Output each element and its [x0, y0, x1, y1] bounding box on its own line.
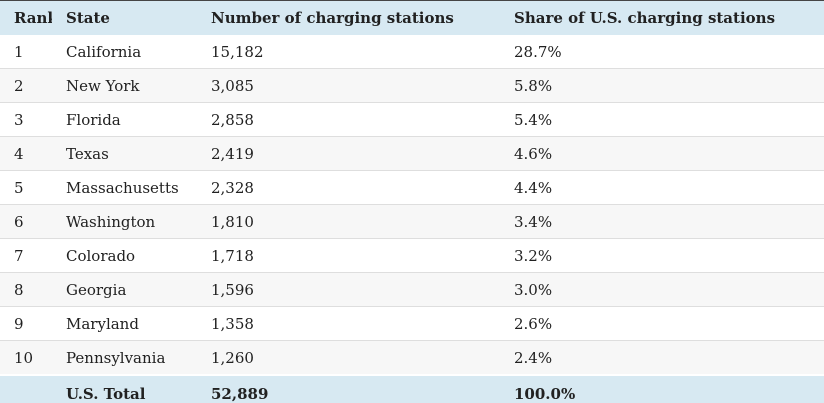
share-cell: 2.6%: [514, 314, 553, 333]
table-row: 9 Maryland 1,358 2.6%: [0, 306, 824, 341]
share-cell: 4.6%: [514, 144, 553, 163]
total-stations-cell: 52,889: [197, 375, 500, 403]
share-cell: 3.0%: [514, 280, 553, 299]
state-cell: Texas: [66, 144, 109, 163]
share-cell: 3.2%: [514, 246, 553, 265]
stations-cell: 1,718: [211, 246, 254, 265]
state-cell: Florida: [66, 110, 121, 129]
state-cell: New York: [66, 76, 140, 95]
rank-cell: 8: [14, 280, 24, 299]
stations-cell: 2,419: [211, 144, 254, 163]
table-row: 3 Florida 2,858 5.4%: [0, 102, 824, 137]
stations-cell: 1,260: [211, 348, 254, 367]
rank-cell: 1: [14, 42, 24, 61]
stations-cell: 1,596: [211, 280, 254, 299]
table-row: 5 Massachusetts 2,328 4.4%: [0, 170, 824, 205]
share-cell: 4.4%: [514, 178, 553, 197]
rank-cell: 3: [14, 110, 24, 129]
stations-cell: 1,810: [211, 212, 254, 231]
state-cell: Massachusetts: [66, 178, 179, 197]
stations-cell: 15,182: [211, 42, 264, 61]
table-row: 4 Texas 2,419 4.6%: [0, 136, 824, 171]
table-row: 8 Georgia 1,596 3.0%: [0, 272, 824, 307]
total-rank-cell: [0, 375, 52, 403]
table-row: 2 New York 3,085 5.8%: [0, 68, 824, 103]
table-row: 6 Washington 1,810 3.4%: [0, 204, 824, 239]
total-label-cell: U.S. Total: [52, 375, 197, 403]
total-row: U.S. Total 52,889 100.0%: [0, 375, 824, 403]
rank-cell: 2: [14, 76, 24, 95]
rank-cell: 10: [14, 348, 34, 367]
column-header-share: Share of U.S. charging stations: [500, 0, 824, 35]
table-row: 1 California 15,182 28.7%: [0, 35, 824, 69]
column-header-stations: Number of charging stations: [197, 0, 500, 35]
state-cell: Colorado: [66, 246, 136, 265]
share-cell: 5.4%: [514, 110, 553, 129]
rank-cell: 6: [14, 212, 24, 231]
state-cell: Pennsylvania: [66, 348, 166, 367]
rank-cell: 4: [14, 144, 24, 163]
stations-cell: 1,358: [211, 314, 254, 333]
table-body: 1 California 15,182 28.7% 2 New York 3,0…: [0, 35, 824, 375]
column-header-state: State: [52, 0, 197, 35]
share-cell: 2.4%: [514, 348, 553, 367]
rank-cell: 5: [14, 178, 24, 197]
rank-cell: 7: [14, 246, 24, 265]
share-cell: 28.7%: [514, 42, 562, 61]
total-share-cell: 100.0%: [500, 375, 824, 403]
state-cell: California: [66, 42, 142, 61]
stations-cell: 2,328: [211, 178, 254, 197]
column-header-rank: Rank: [0, 0, 52, 35]
rank-cell: 9: [14, 314, 24, 333]
state-cell: Washington: [66, 212, 156, 231]
stations-cell: 2,858: [211, 110, 254, 129]
header-row: Rank State Number of charging stations S…: [0, 0, 824, 35]
share-cell: 3.4%: [514, 212, 553, 231]
stations-cell: 3,085: [211, 76, 254, 95]
table-row: 7 Colorado 1,718 3.2%: [0, 238, 824, 273]
share-cell: 5.8%: [514, 76, 553, 95]
state-cell: Georgia: [66, 280, 127, 299]
state-cell: Maryland: [66, 314, 139, 333]
table-row: 10 Pennsylvania 1,260 2.4%: [0, 340, 824, 375]
